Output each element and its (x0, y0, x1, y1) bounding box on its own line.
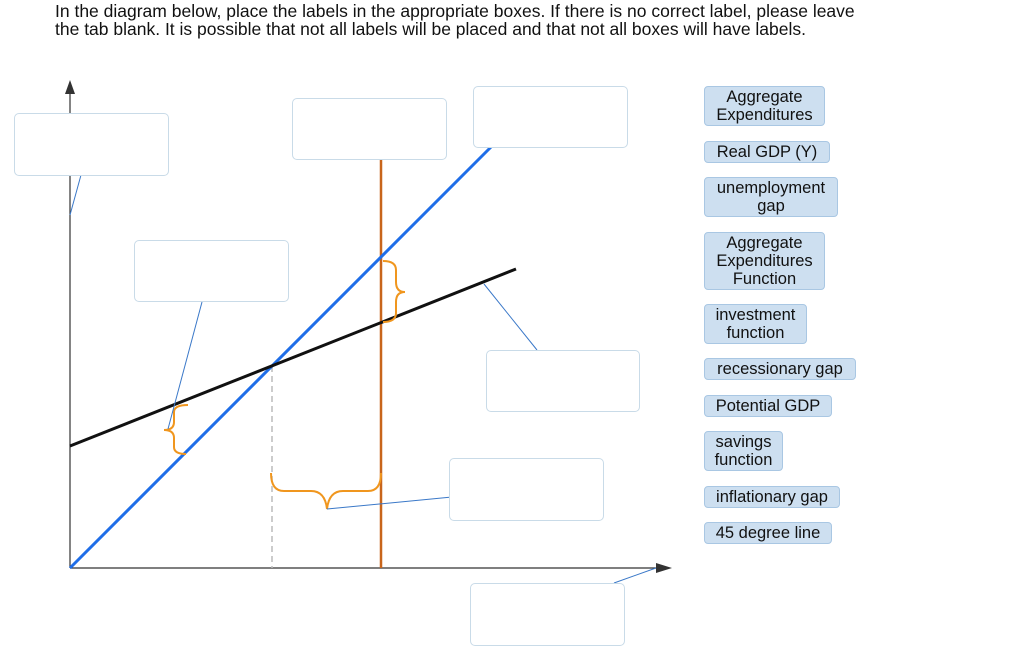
leader-line-x-axis (613, 567, 657, 584)
instructions-line-2: the tab blank. It is possible that not a… (55, 19, 807, 39)
label-inflationary-gap[interactable]: inflationary gap (704, 486, 840, 508)
leader-line-bottom-brace (326, 496, 453, 510)
drop-box-ae-function[interactable] (486, 350, 640, 412)
left-vertical-brace (163, 404, 189, 455)
label-potential-gdp[interactable]: Potential GDP (704, 395, 832, 417)
drop-box-forty-five-top[interactable] (473, 86, 628, 148)
drop-box-left-brace[interactable] (134, 240, 289, 302)
aggregate-expenditures-line (69, 267, 517, 448)
drop-box-y-axis[interactable] (14, 113, 169, 176)
drop-box-potential-top[interactable] (292, 98, 447, 160)
label-unemployment-gap[interactable]: unemployment gap (704, 177, 838, 217)
forty-five-degree-line (68, 143, 495, 570)
label-aggregate-expenditures[interactable]: Aggregate Expenditures (704, 86, 825, 126)
instructions-line-1: In the diagram below, place the labels i… (55, 1, 855, 21)
leader-line-left-brace (167, 301, 203, 430)
leader-line-ae-function (483, 283, 538, 351)
leader-line-y-axis (69, 174, 82, 216)
label-real-gdp[interactable]: Real GDP (Y) (704, 141, 830, 163)
right-vertical-brace (382, 260, 406, 323)
label-ae-function[interactable]: Aggregate Expenditures Function (704, 232, 825, 290)
drop-box-x-axis[interactable] (470, 583, 625, 646)
instructions: In the diagram below, place the labels i… (55, 2, 1005, 38)
y-axis-arrow (65, 80, 75, 94)
label-recessionary-gap[interactable]: recessionary gap (704, 358, 856, 380)
label-savings-function[interactable]: savings function (704, 431, 783, 471)
horizontal-brace (270, 472, 382, 510)
drop-box-bottom-brace[interactable] (449, 458, 604, 521)
label-investment-function[interactable]: investment function (704, 304, 807, 344)
x-axis-arrow (656, 563, 672, 573)
label-45-degree-line[interactable]: 45 degree line (704, 522, 832, 544)
